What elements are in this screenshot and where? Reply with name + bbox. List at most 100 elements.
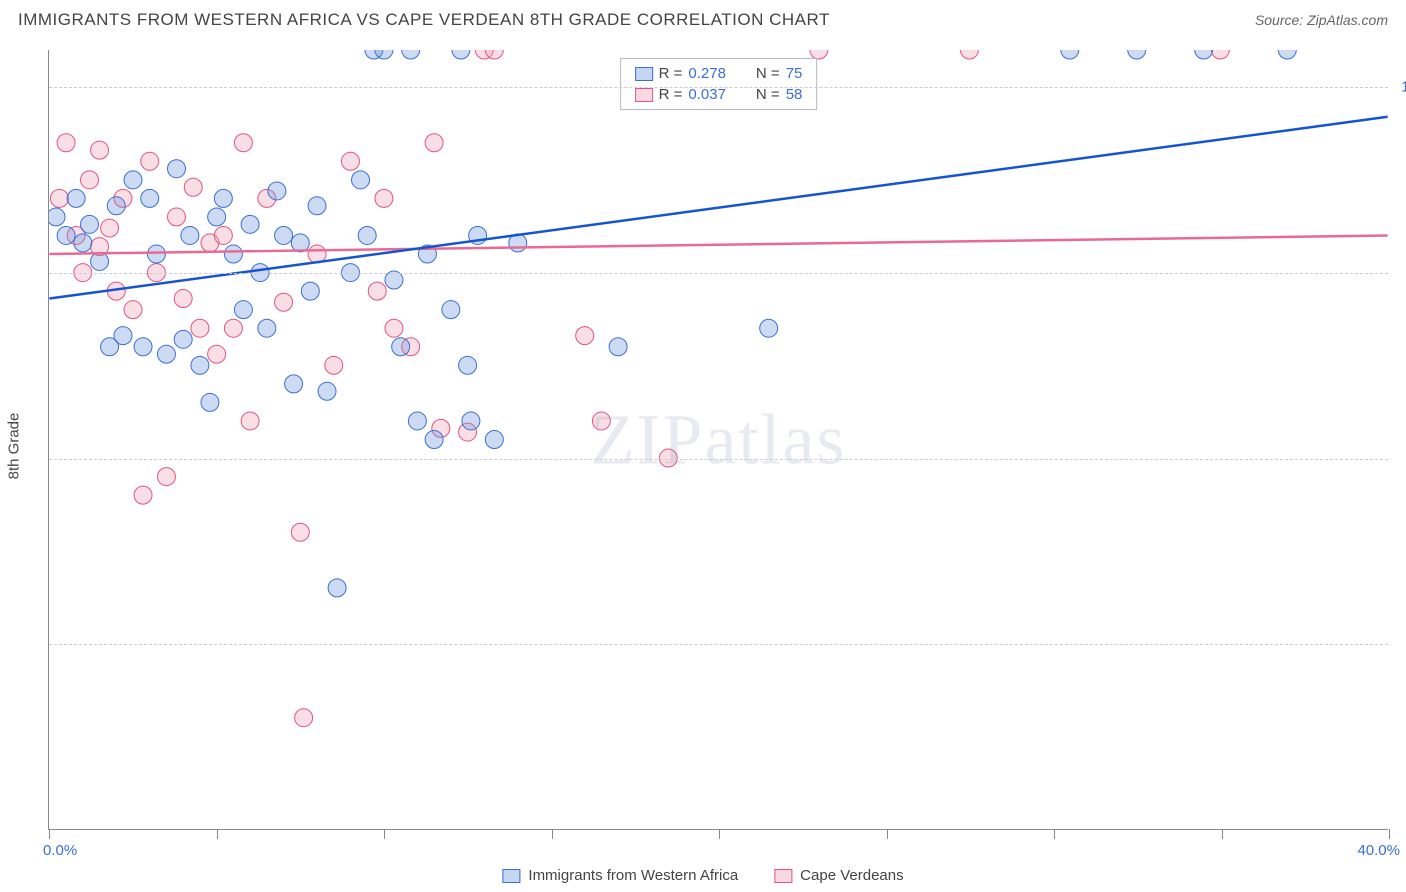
data-point: [214, 226, 232, 244]
data-point: [425, 134, 443, 152]
data-point: [168, 208, 186, 226]
gridline: [49, 644, 1388, 645]
data-point: [74, 234, 92, 252]
data-point: [1128, 50, 1146, 59]
legend-swatch-icon: [635, 67, 653, 81]
data-point: [960, 50, 978, 59]
chart-plot-area: ZIPatlas R =0.278N =75R =0.037N =58 85.0…: [48, 50, 1388, 830]
data-point: [352, 171, 370, 189]
data-point: [1211, 50, 1229, 59]
regression-line: [49, 235, 1387, 254]
data-point: [201, 393, 219, 411]
data-point: [368, 282, 386, 300]
data-point: [341, 152, 359, 170]
legend-swatch-icon: [774, 869, 792, 883]
data-point: [1195, 50, 1213, 59]
data-point: [402, 50, 420, 59]
data-point: [157, 345, 175, 363]
legend-correlation-box: R =0.278N =75R =0.037N =58: [620, 58, 818, 110]
data-point: [114, 327, 132, 345]
data-point: [328, 579, 346, 597]
data-point: [275, 293, 293, 311]
data-point: [208, 208, 226, 226]
x-axis-max-label: 40.0%: [1357, 842, 1400, 859]
data-point: [124, 301, 142, 319]
data-point: [174, 290, 192, 308]
data-point: [425, 431, 443, 449]
data-point: [760, 319, 778, 337]
x-tick: [1389, 829, 1390, 839]
legend-r-label: R =: [659, 65, 683, 82]
data-point: [462, 412, 480, 430]
data-point: [91, 252, 109, 270]
data-point: [49, 208, 65, 226]
data-point: [67, 189, 85, 207]
data-point: [181, 226, 199, 244]
legend-series-label: Immigrants from Western Africa: [528, 867, 738, 884]
data-point: [268, 182, 286, 200]
data-point: [107, 197, 125, 215]
data-point: [459, 356, 477, 374]
data-point: [191, 356, 209, 374]
x-tick: [552, 829, 553, 839]
data-point: [291, 234, 309, 252]
y-tick-label: 100.0%: [1401, 79, 1406, 96]
data-point: [57, 134, 75, 152]
data-point: [224, 319, 242, 337]
source-label: Source: ZipAtlas.com: [1255, 12, 1388, 28]
data-point: [385, 319, 403, 337]
x-tick: [1054, 829, 1055, 839]
legend-item: Cape Verdeans: [774, 867, 903, 884]
legend-row: R = 0.278 N = 75: [621, 63, 817, 84]
data-point: [375, 189, 393, 207]
data-point: [291, 523, 309, 541]
legend-n-value: 75: [786, 65, 803, 82]
legend-swatch-icon: [635, 88, 653, 102]
gridline: [49, 273, 1388, 274]
data-point: [134, 338, 152, 356]
x-tick: [49, 829, 50, 839]
data-point: [442, 301, 460, 319]
data-point: [208, 345, 226, 363]
data-point: [168, 160, 186, 178]
data-point: [234, 301, 252, 319]
legend-r-label: R =: [659, 86, 683, 103]
data-point: [358, 226, 376, 244]
data-point: [592, 412, 610, 430]
gridline: [49, 87, 1388, 88]
data-point: [258, 319, 276, 337]
data-point: [325, 356, 343, 374]
data-point: [81, 215, 99, 233]
x-tick: [1222, 829, 1223, 839]
data-point: [224, 245, 242, 263]
x-tick: [217, 829, 218, 839]
data-point: [609, 338, 627, 356]
data-point: [318, 382, 336, 400]
x-tick: [719, 829, 720, 839]
data-point: [134, 486, 152, 504]
data-point: [191, 319, 209, 337]
scatter-svg: [49, 50, 1388, 829]
data-point: [81, 171, 99, 189]
legend-r-value: 0.037: [688, 86, 726, 103]
data-point: [147, 245, 165, 263]
data-point: [241, 412, 259, 430]
chart-title: IMMIGRANTS FROM WESTERN AFRICA VS CAPE V…: [18, 10, 830, 30]
data-point: [184, 178, 202, 196]
data-point: [141, 189, 159, 207]
data-point: [576, 327, 594, 345]
data-point: [157, 468, 175, 486]
data-point: [174, 330, 192, 348]
legend-r-value: 0.278: [688, 65, 726, 82]
data-point: [275, 226, 293, 244]
data-point: [308, 197, 326, 215]
legend-swatch-icon: [502, 869, 520, 883]
legend-n-label: N =: [756, 65, 780, 82]
data-point: [214, 189, 232, 207]
data-point: [1061, 50, 1079, 59]
data-point: [285, 375, 303, 393]
data-point: [301, 282, 319, 300]
data-point: [124, 171, 142, 189]
data-point: [141, 152, 159, 170]
data-point: [295, 709, 313, 727]
